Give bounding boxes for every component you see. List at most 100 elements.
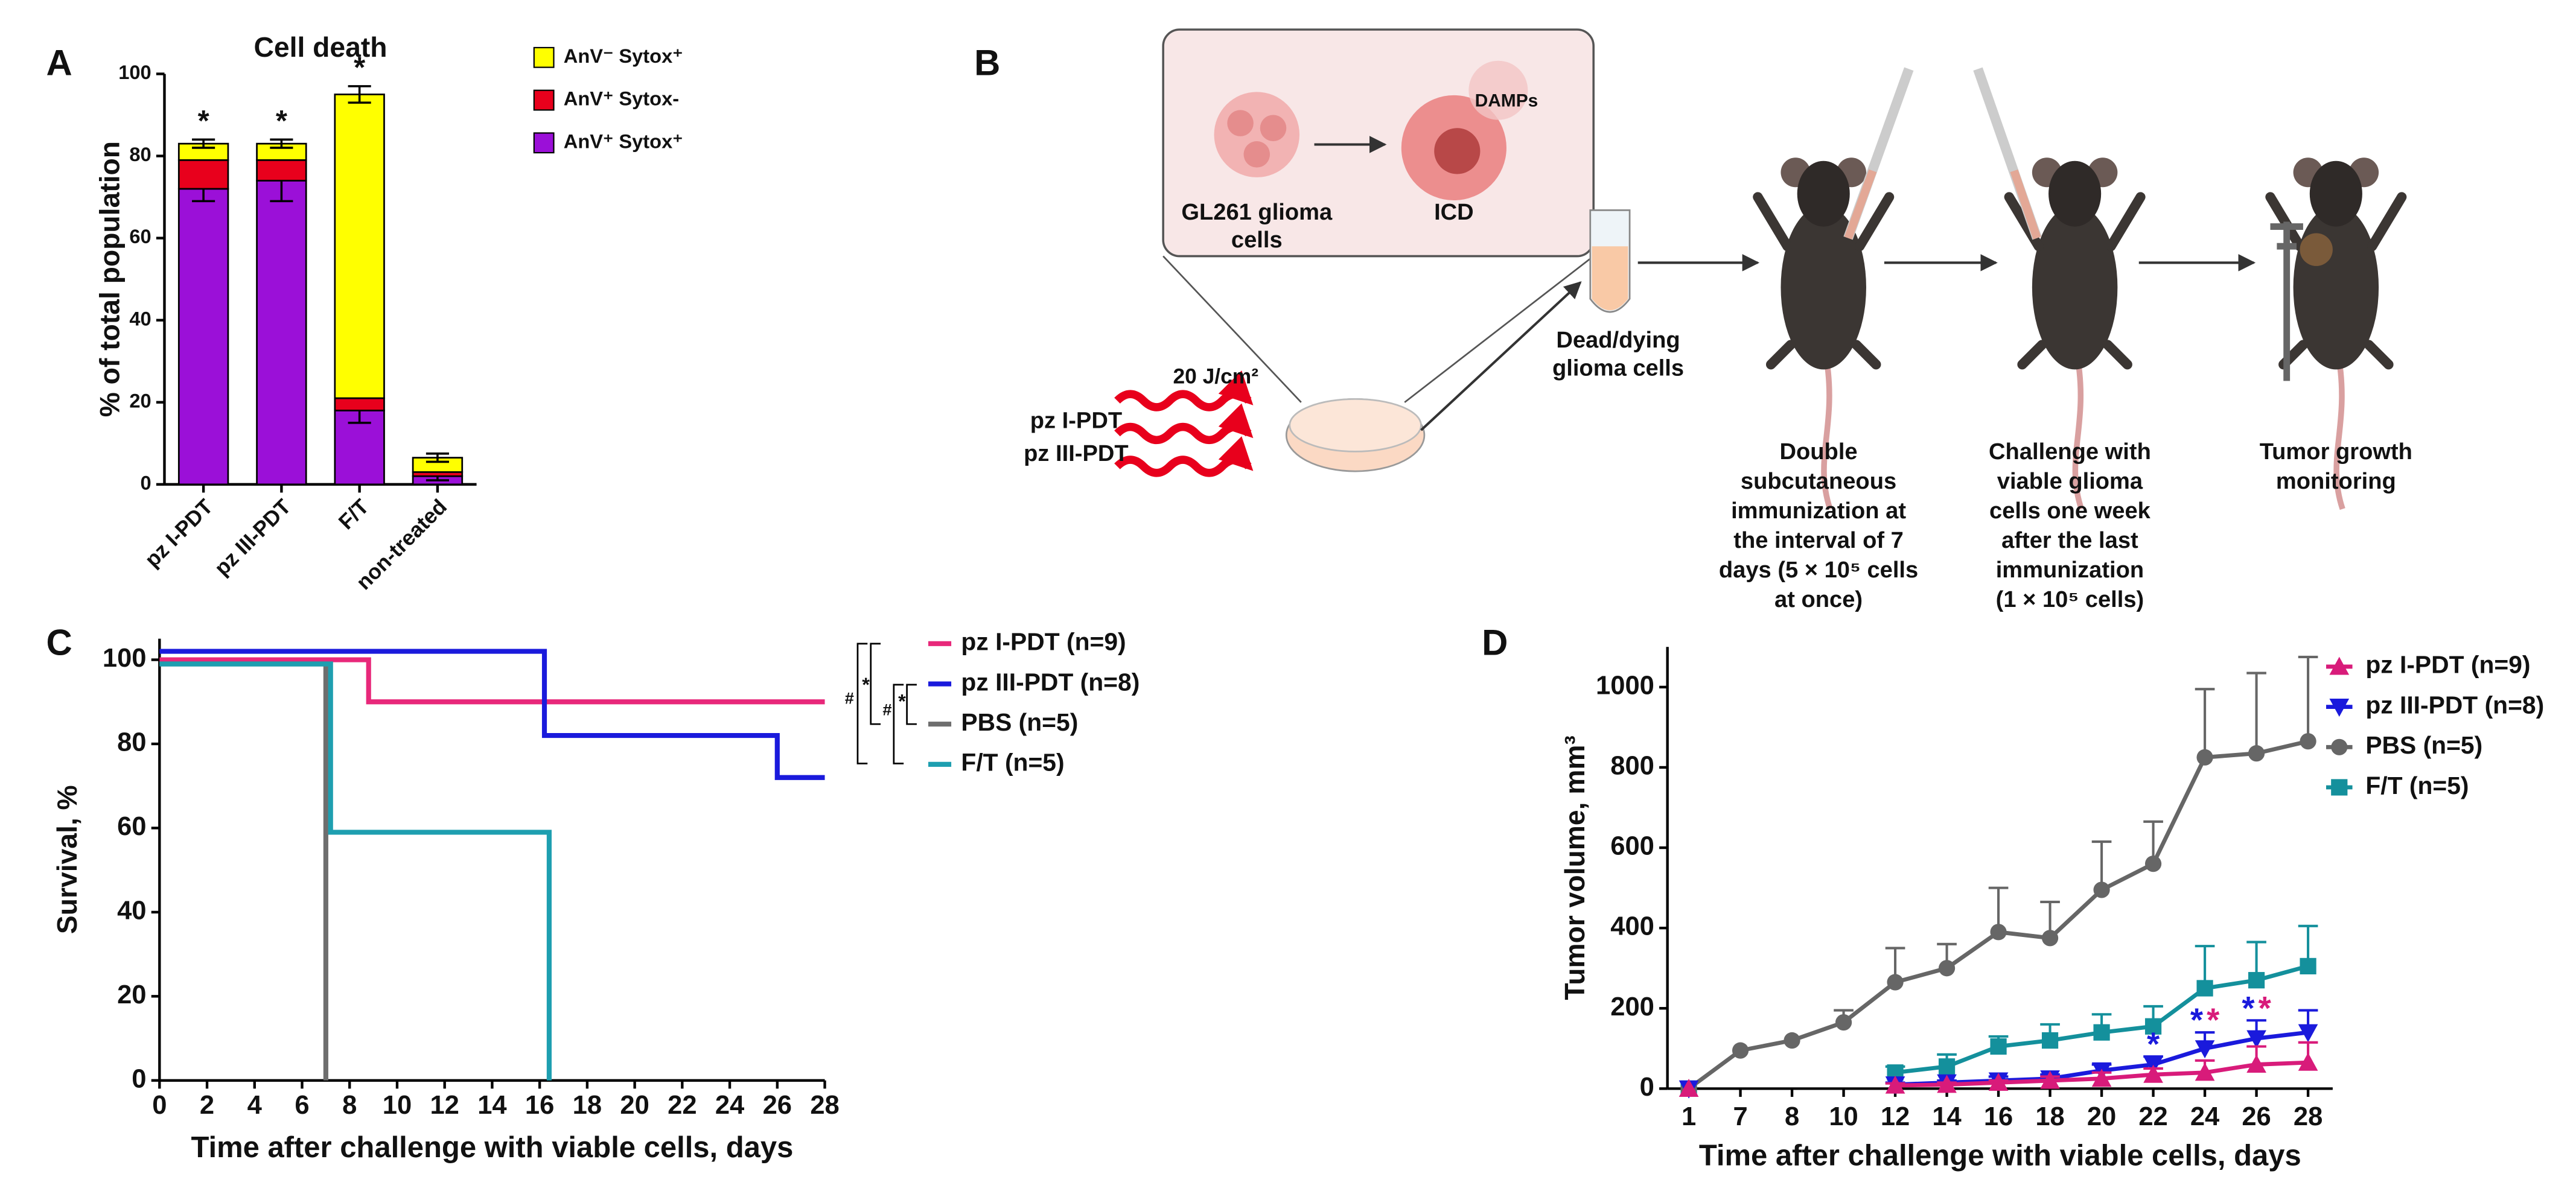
significance-mark: * <box>2147 1026 2160 1062</box>
bar <box>177 159 229 190</box>
treatment-label: pz III-PDT <box>1024 441 1129 466</box>
damps-cloud <box>1468 60 1528 120</box>
y-tick-label: 200 <box>1610 992 1654 1021</box>
x-tick-label: 8 <box>342 1091 357 1120</box>
y-tick-label: 0 <box>141 471 151 494</box>
legend-label: AnV⁻ Sytox⁺ <box>564 45 683 67</box>
marker <box>2041 930 2059 947</box>
marker <box>2041 1032 2059 1049</box>
bar <box>334 94 385 399</box>
significance-mark: * <box>2190 1002 2204 1038</box>
x-tick-label: 12 <box>430 1091 459 1120</box>
legend-label: PBS (n=5) <box>961 708 1078 736</box>
step-label: immunization <box>1996 557 2144 583</box>
chart-title: Cell death <box>253 31 387 63</box>
error-bar <box>2195 688 2215 758</box>
marker <box>2248 745 2265 762</box>
x-tick-label: pz I-PDT <box>141 495 218 572</box>
legend-label: PBS (n=5) <box>2365 731 2482 759</box>
y-tick-label: 40 <box>129 307 151 329</box>
significance-mark: * <box>2259 989 2272 1026</box>
x-tick-label: 16 <box>1984 1102 2013 1131</box>
legend-marker <box>2331 779 2348 796</box>
marker <box>2093 881 2110 898</box>
step-label: subcutaneous <box>1741 469 1896 494</box>
caliper <box>2270 221 2303 381</box>
legend-label: F/T (n=5) <box>2365 772 2469 799</box>
marker <box>1937 1075 1957 1093</box>
y-tick-label: 80 <box>117 728 146 757</box>
marker <box>2091 1068 2112 1087</box>
legend-label: pz I-PDT (n=9) <box>961 628 1126 656</box>
x-tick-label: 12 <box>1881 1102 1910 1131</box>
y-tick-label: 20 <box>117 980 146 1009</box>
error-bar <box>2298 655 2318 741</box>
marker <box>2196 980 2213 997</box>
x-tick-label: 26 <box>763 1091 792 1120</box>
marker <box>1990 924 2007 941</box>
marker <box>2300 733 2316 750</box>
significance-mark: * <box>862 673 870 696</box>
bar <box>256 159 307 182</box>
x-tick-label: 24 <box>2190 1102 2219 1131</box>
petri-dish-rim <box>1289 398 1422 452</box>
marker <box>1835 1014 1852 1031</box>
arrow <box>1420 281 1582 431</box>
panel-label: A <box>46 43 72 83</box>
step-label: (1 × 10⁵ cells) <box>1996 587 2144 612</box>
y-tick-label: 0 <box>1640 1073 1654 1102</box>
marker <box>1938 1058 1956 1075</box>
marker <box>1988 1073 2009 1091</box>
legend-marker <box>2331 738 2348 755</box>
light-wave <box>1114 403 1254 445</box>
diagram-label: GL261 glioma <box>1181 200 1333 225</box>
marker <box>1732 1042 1749 1059</box>
bar <box>177 188 229 486</box>
marker <box>1938 960 1956 977</box>
step-label: at once) <box>1774 587 1863 612</box>
y-tick-label: 40 <box>117 896 146 925</box>
significance-mark: * <box>276 105 288 138</box>
y-tick-label: 400 <box>1610 912 1654 941</box>
diagram-label: cells <box>1231 227 1283 253</box>
error-bar <box>348 85 371 104</box>
step-label: cells one week <box>1989 498 2151 524</box>
x-tick-label: 1 <box>1682 1102 1696 1131</box>
x-tick-label: pz III-PDT <box>210 495 296 580</box>
legend-label: pz III-PDT (n=8) <box>961 668 1140 696</box>
bracket <box>906 684 917 725</box>
x-tick-label: 20 <box>620 1091 649 1120</box>
syringe-fill <box>1844 169 1877 240</box>
cell <box>1260 115 1287 142</box>
x-tick-label: 14 <box>1932 1102 1961 1131</box>
cell-cluster <box>1214 92 1300 177</box>
diagram-label: Dead/dying <box>1556 328 1680 353</box>
marker <box>2248 972 2265 989</box>
y-tick-label: 60 <box>129 225 151 247</box>
step-label: the interval of 7 <box>1733 528 1904 553</box>
x-tick-label: 28 <box>810 1091 839 1120</box>
legend-marker <box>2329 699 2350 717</box>
legend-label: AnV⁺ Sytox- <box>564 87 679 110</box>
icd-nucleus <box>1434 128 1481 174</box>
x-tick-label: 10 <box>1829 1102 1858 1131</box>
y-tick-label: 100 <box>118 61 151 83</box>
significance-mark: # <box>882 700 891 719</box>
x-tick-label: 4 <box>247 1091 262 1120</box>
marker <box>2300 957 2316 974</box>
y-axis-label: Tumor volume, mm³ <box>1559 735 1590 1000</box>
y-axis-label: % of total population <box>94 141 126 417</box>
survival-line <box>159 657 825 705</box>
survival-line <box>159 661 552 1081</box>
y-tick-label: 1000 <box>1596 671 1654 700</box>
panel-label: B <box>974 43 1000 83</box>
y-tick-label: 0 <box>132 1064 146 1093</box>
marker <box>1679 1079 1699 1097</box>
step-label: Tumor growth <box>2260 439 2412 465</box>
marker <box>2144 856 2162 872</box>
x-tick-label: 24 <box>715 1091 744 1120</box>
x-tick-label: 0 <box>152 1091 167 1120</box>
panel-label: D <box>1482 622 1508 662</box>
panel-label: C <box>46 622 72 662</box>
marker <box>1887 974 1904 991</box>
